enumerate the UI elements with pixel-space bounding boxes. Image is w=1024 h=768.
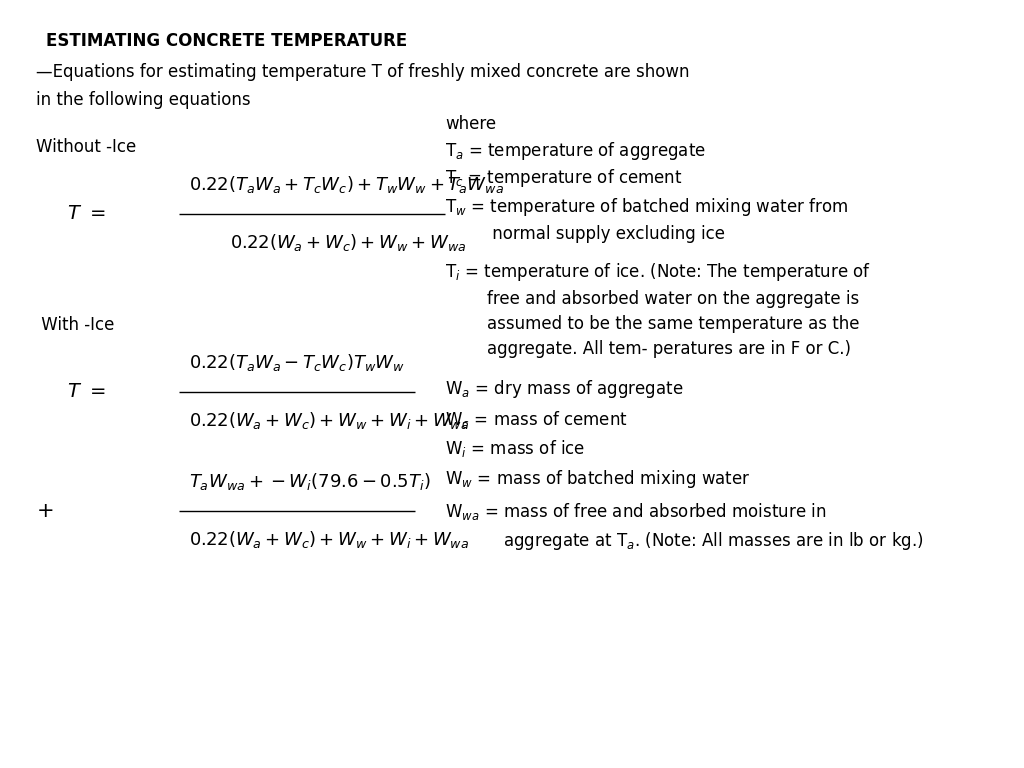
Text: —Equations for estimating temperature T of freshly mixed concrete are shown: —Equations for estimating temperature T …	[36, 63, 689, 81]
Text: W$_i$ = mass of ice: W$_i$ = mass of ice	[445, 438, 586, 458]
Text: $T\ =$: $T\ =$	[67, 382, 105, 401]
Text: $0.22(W_a + W_c) + W_w + W_i + W_{wa}$: $0.22(W_a + W_c) + W_w + W_i + W_{wa}$	[189, 410, 470, 432]
Text: W$_a$ = dry mass of aggregate: W$_a$ = dry mass of aggregate	[445, 378, 684, 400]
Text: Without -Ice: Without -Ice	[36, 138, 136, 156]
Text: T$_w$ = temperature of batched mixing water from
         normal supply excludin: T$_w$ = temperature of batched mixing wa…	[445, 196, 849, 243]
Text: W$_{wa}$ = mass of free and absorbed moisture in
           aggregate at T$_a$. : W$_{wa}$ = mass of free and absorbed moi…	[445, 501, 924, 551]
Text: W$_w$ = mass of batched mixing water: W$_w$ = mass of batched mixing water	[445, 468, 751, 491]
Text: $0.22(W_a + W_c) + W_w + W_{wa}$: $0.22(W_a + W_c) + W_w + W_{wa}$	[230, 232, 467, 253]
Text: T$_a$ = temperature of aggregate: T$_a$ = temperature of aggregate	[445, 140, 707, 162]
Text: T$_i$ = temperature of ice. (Note: The temperature of
        free and absorbed : T$_i$ = temperature of ice. (Note: The t…	[445, 261, 871, 358]
Text: T$_c$ = temperature of cement: T$_c$ = temperature of cement	[445, 167, 683, 190]
Text: $T\ =$: $T\ =$	[67, 204, 105, 223]
Text: where: where	[445, 115, 497, 133]
Text: $0.22(T_aW_a - T_cW_c)T_wW_w$: $0.22(T_aW_a - T_cW_c)T_wW_w$	[189, 352, 406, 373]
Text: $0.22(W_a + W_c) + W_w + W_i + W_{wa}$: $0.22(W_a + W_c) + W_w + W_i + W_{wa}$	[189, 529, 470, 551]
Text: $+$: $+$	[36, 501, 53, 521]
Text: With -Ice: With -Ice	[36, 316, 115, 334]
Text: ESTIMATING CONCRETE TEMPERATURE: ESTIMATING CONCRETE TEMPERATURE	[46, 32, 408, 50]
Text: in the following equations: in the following equations	[36, 91, 251, 108]
Text: W$_c$ = mass of cement: W$_c$ = mass of cement	[445, 409, 628, 429]
Text: $0.22(T_aW_a + T_cW_c) + T_wW_w + T_aW_{wa}$: $0.22(T_aW_a + T_cW_c) + T_wW_w + T_aW_{…	[189, 174, 505, 195]
Text: $T_aW_{wa} + -W_i(79.6 - 0.5T_i)$: $T_aW_{wa} + -W_i(79.6 - 0.5T_i)$	[189, 471, 431, 492]
